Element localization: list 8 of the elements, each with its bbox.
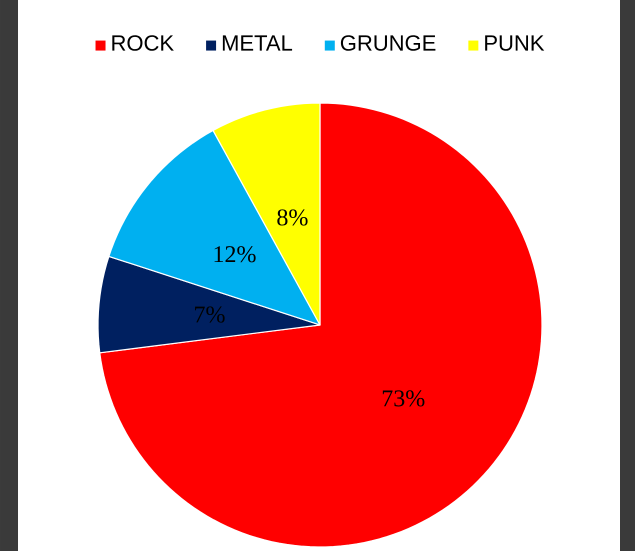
data-label: 7% [195,306,225,323]
legend-label: ROCK [112,35,174,51]
legend-label: PUNK [485,35,544,51]
data-label: 73% [382,390,424,407]
data-label: 12% [214,246,256,262]
data-label: 8% [277,209,308,226]
legend-label: METAL [222,35,292,51]
legend-label: GRUNGE [340,35,436,51]
